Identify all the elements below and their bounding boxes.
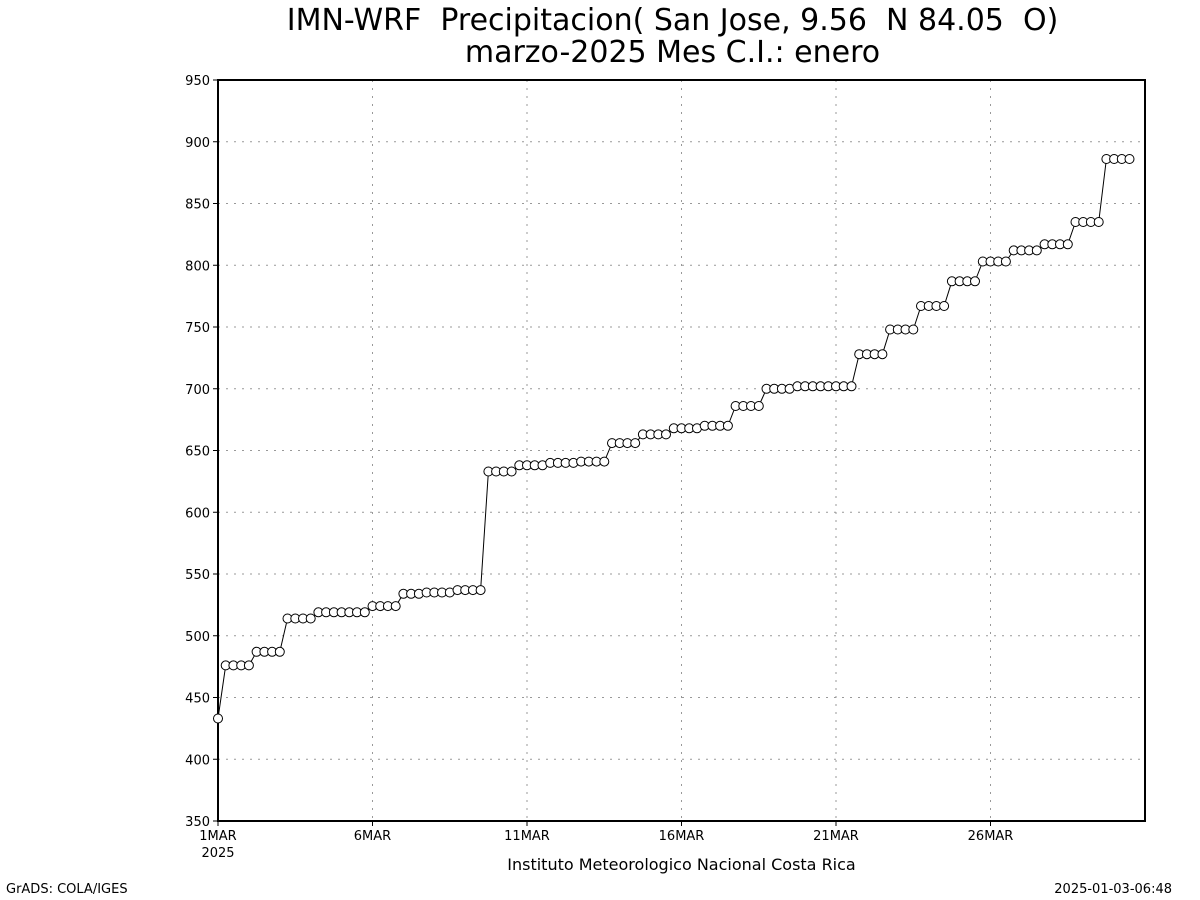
data-point <box>305 613 316 624</box>
x-axis-label: Instituto Meteorologico Nacional Costa R… <box>507 855 855 874</box>
y-tick-label: 800 <box>185 259 210 274</box>
data-point <box>970 276 980 287</box>
y-tick-label: 650 <box>185 445 210 460</box>
x-year-label: 2025 <box>201 846 234 861</box>
y-tick-label: 550 <box>185 568 210 583</box>
data-point <box>939 301 950 311</box>
footer-credit: GrADS: COLA/IGES <box>6 882 128 897</box>
x-tick-label: 16MAR <box>659 829 705 844</box>
data-point <box>1000 256 1011 267</box>
data-point <box>599 456 610 467</box>
y-tick-label: 400 <box>185 753 210 768</box>
x-tick-label: 6MAR <box>354 829 391 844</box>
series-line <box>217 158 1130 719</box>
y-tick-label: 850 <box>185 198 210 213</box>
footer-timestamp: 2025-01-03-06:48 <box>1054 882 1172 897</box>
data-point <box>274 646 285 657</box>
data-point <box>661 429 671 440</box>
y-tick-label: 750 <box>185 321 210 336</box>
data-point <box>1093 217 1104 227</box>
plot-frame <box>217 79 1146 822</box>
data-point <box>630 438 641 449</box>
y-tick-label: 600 <box>185 506 210 521</box>
x-tick-label: 21MAR <box>813 829 859 844</box>
x-tick-label: 1MAR <box>199 829 236 844</box>
series-markers <box>213 154 1135 724</box>
data-point <box>908 324 919 335</box>
data-point <box>846 381 857 392</box>
y-tick-label: 900 <box>185 136 210 151</box>
chart-subtitle: marzo-2025 Mes C.I.: enero <box>464 35 881 70</box>
data-point <box>359 607 370 618</box>
data-point <box>877 349 888 360</box>
data-point <box>1062 239 1073 250</box>
y-tick-label: 450 <box>185 692 210 707</box>
data-point <box>243 660 254 671</box>
grid <box>218 80 1145 821</box>
data-point <box>753 401 764 411</box>
x-tick-label: 26MAR <box>968 829 1014 844</box>
data-point <box>1031 245 1042 256</box>
x-tick-label: 11MAR <box>504 829 550 844</box>
data-point <box>213 713 223 724</box>
axes: 350 400 450 500 550 600 650 700 750 800 850 900 950 1… <box>185 74 1013 861</box>
y-tick-label: 500 <box>185 630 210 645</box>
chart-title: IMN-WRF Precipitacion( San Jose, 9.56 N … <box>286 3 1059 38</box>
data-point <box>390 601 401 612</box>
data-point <box>722 420 733 431</box>
y-tick-label: 350 <box>185 815 210 830</box>
y-tick-label: 700 <box>185 383 210 398</box>
data-point <box>506 466 517 477</box>
data-point <box>475 585 486 596</box>
y-tick-label: 950 <box>185 74 210 89</box>
data-point <box>1124 154 1135 164</box>
